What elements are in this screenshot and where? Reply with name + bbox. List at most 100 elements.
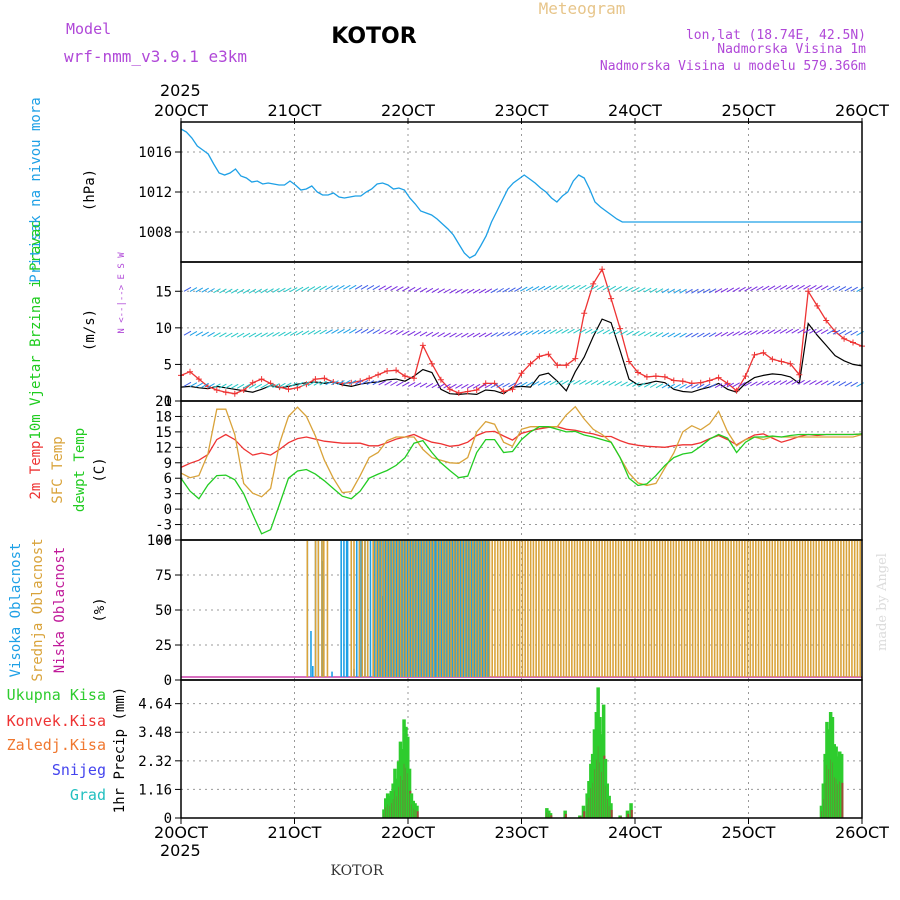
wind-arrow (461, 332, 469, 338)
wind-gust-marker (814, 302, 821, 309)
wind-arrow (791, 284, 799, 290)
temperature-series-sfc-temp (180, 405, 863, 498)
wind-arrow (260, 383, 268, 389)
wind-arrow (673, 288, 681, 294)
wind-arrow (773, 285, 782, 291)
wind-arrow (620, 381, 628, 387)
wind-arrow (567, 328, 575, 334)
wind-arrow (213, 332, 221, 338)
wind-arrow (708, 332, 717, 338)
wind-gust-marker (617, 325, 624, 332)
wind-arrow (761, 329, 770, 335)
wind-arrow (549, 285, 558, 291)
wind-arrow (549, 380, 558, 386)
wind-arrow (183, 381, 192, 387)
x-tick-label-bottom: 26OCT (835, 823, 889, 842)
wind-arrow (402, 330, 410, 336)
wind-arrow (750, 286, 758, 292)
wind-arrow (402, 381, 410, 387)
wind-arrow (443, 288, 451, 294)
wind-gust-marker (635, 369, 641, 376)
wind-gust-marker (715, 374, 722, 381)
precip-freezing-label: Zaledj.Kisa (7, 736, 106, 754)
x-tick-label-top: 24OCT (608, 101, 662, 120)
wind-arrow (761, 285, 770, 291)
wind-arrow (815, 329, 823, 334)
wind-arrow (697, 383, 705, 389)
wind-arrow (219, 332, 227, 338)
wind-arrow (490, 383, 499, 389)
wind-arrow (525, 286, 534, 292)
wind-arrow (626, 330, 634, 336)
wind-arrow (496, 287, 504, 293)
wind-arrow (508, 382, 516, 388)
wind-arrow (266, 288, 274, 294)
wind-arrow (331, 329, 339, 334)
pressure-unit: (hPa) (82, 169, 98, 211)
wind-arrow (685, 332, 693, 338)
temperature-ytick-label: 21 (155, 394, 172, 410)
wind-arrow (543, 380, 552, 386)
sfc-temp-label: SFC Temp (50, 436, 66, 503)
year-top: 2025 (160, 81, 201, 100)
wind-arrow (219, 383, 227, 389)
wind-arrow (225, 332, 233, 338)
x-tick-label-top: 22OCT (381, 101, 435, 120)
high-cloud-label: Visoka Oblacnost (8, 543, 24, 678)
wind-arrow (797, 328, 805, 334)
wind-arrow (638, 287, 646, 293)
wind-arrow (525, 330, 534, 336)
chart-subtitle: Meteogram (539, 0, 626, 18)
wind-arrow (437, 288, 445, 294)
wind-arrow (779, 328, 788, 334)
wind-arrow (632, 330, 640, 336)
wind-arrow (679, 332, 687, 338)
wind-arrow (537, 380, 546, 386)
wind-arrow (744, 381, 752, 387)
wind-gust-marker (581, 310, 588, 317)
wind-arrow (738, 382, 746, 387)
wind-arrow (372, 329, 381, 334)
wind-arrow (278, 382, 286, 388)
clouds-ytick-label: 100 (147, 533, 172, 549)
model-altitude-label: Nadmorska Visina u modelu 579.366m (600, 59, 866, 74)
wind-arrow (679, 288, 687, 294)
wind-arrow (803, 284, 811, 290)
wind-gust-marker (608, 295, 615, 302)
low-cloud-label: Niska Oblacnost (52, 547, 68, 673)
wind-arrow (225, 288, 233, 294)
wind-arrow (756, 381, 764, 386)
precip-ytick-label: 0 (164, 811, 172, 827)
x-tick-label-bottom: 25OCT (722, 823, 776, 842)
panels: 100810121016051015-6-3036912151821025507… (138, 121, 865, 827)
wind-compass: N <--|--> E S W (117, 252, 127, 334)
precip-unit: 1hr Precip (mm) (112, 687, 128, 813)
wind-gust-marker (751, 351, 758, 358)
temperature-ytick-label: 0 (164, 502, 172, 518)
wind-arrow (213, 288, 221, 294)
wind-gust-marker (411, 375, 417, 382)
wind-arrow (750, 381, 758, 387)
wind-arrow (384, 285, 392, 291)
x-tick-label-bottom: 23OCT (495, 823, 549, 842)
wind-arrow (272, 383, 280, 388)
precip-bar-conv (841, 782, 844, 818)
wind-arrow (207, 288, 215, 293)
wind-arrow (744, 286, 752, 292)
wind-arrow (714, 288, 723, 293)
wind-arrow (785, 380, 794, 385)
wind-gust-marker (661, 373, 668, 380)
wind-arrow (520, 381, 528, 387)
wind-arrow (567, 284, 575, 290)
pressure-series-mslp (180, 128, 862, 259)
wind-arrow (295, 381, 304, 387)
precip-ytick-label: 4.64 (138, 697, 172, 713)
wind-arrow (685, 288, 693, 294)
wind-arrow (360, 328, 369, 334)
wind-series-speed (180, 318, 863, 396)
wind-arrow (496, 331, 504, 337)
wind-arrow (207, 331, 215, 337)
wind-arrow (691, 288, 699, 294)
wind-arrow (319, 380, 327, 386)
